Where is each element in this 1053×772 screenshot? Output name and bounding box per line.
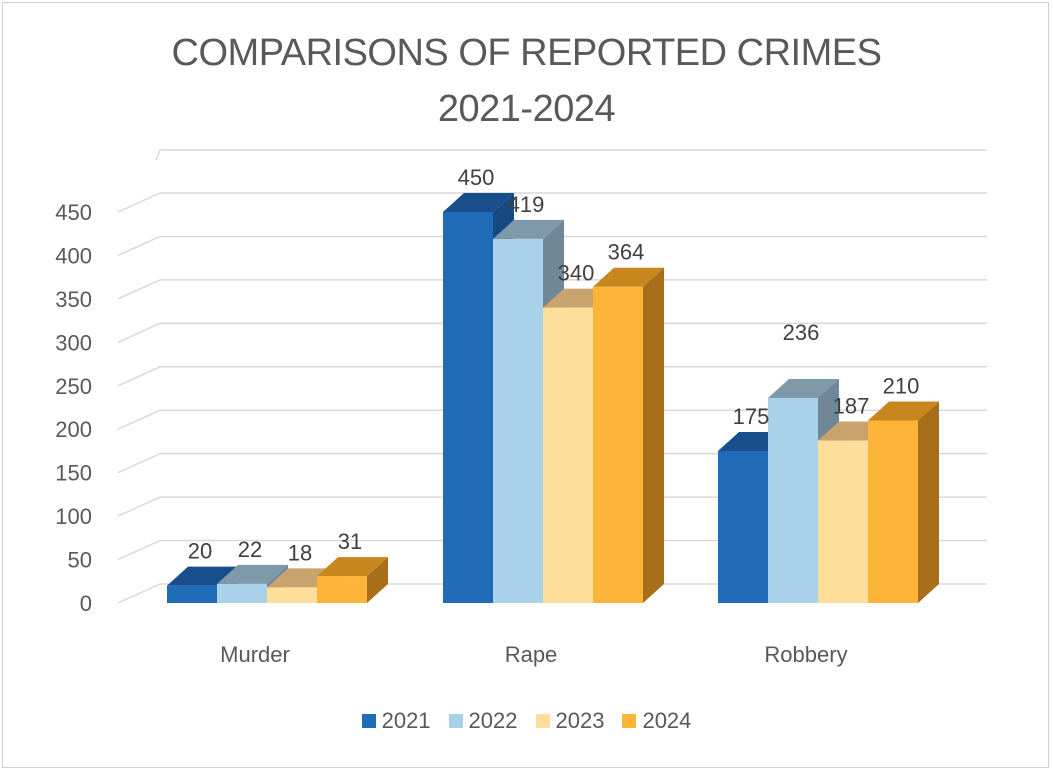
bar-top xyxy=(868,401,939,421)
gridline-depth xyxy=(117,279,161,300)
legend-label: 2024 xyxy=(642,708,692,733)
bar-side xyxy=(918,401,939,603)
bar-front xyxy=(493,238,543,604)
bar-front xyxy=(443,212,493,603)
gridline-depth xyxy=(117,539,161,561)
legend-swatch xyxy=(448,714,463,728)
data-label: 364 xyxy=(608,240,645,265)
data-label: 236 xyxy=(783,320,820,345)
bar-top xyxy=(768,378,839,398)
legend-item-2021: 2021 xyxy=(361,708,431,734)
data-label: 210 xyxy=(883,374,920,399)
bar-top xyxy=(167,566,238,586)
bars xyxy=(167,193,939,604)
gridline-depth xyxy=(117,496,161,517)
bar-rape-2024 xyxy=(593,267,664,603)
y-tick-label: 300 xyxy=(55,330,92,355)
legend-swatch xyxy=(535,714,550,728)
bar-front xyxy=(818,440,868,603)
bar-front xyxy=(217,583,267,603)
bar-murder-2022 xyxy=(217,564,288,603)
legend: 2021 2022 2023 2024 xyxy=(0,708,1053,734)
legend-swatch xyxy=(361,714,376,728)
gridline-depth xyxy=(117,192,161,213)
data-label: 22 xyxy=(238,537,262,562)
bar-murder-2024 xyxy=(317,557,388,603)
legend-item-2023: 2023 xyxy=(535,708,605,734)
bar-front xyxy=(317,576,367,603)
y-tick-label: 450 xyxy=(55,200,92,225)
y-tick-label: 0 xyxy=(80,591,92,616)
x-axis: Murder Rape Robbery xyxy=(220,642,847,667)
bar-front xyxy=(593,286,643,603)
data-label: 20 xyxy=(188,539,212,564)
bar-front xyxy=(768,397,818,603)
bar-front xyxy=(868,420,918,603)
gridline-depth xyxy=(117,452,161,474)
bar-top xyxy=(593,267,664,287)
legend-swatch xyxy=(622,714,637,728)
bar-front xyxy=(718,450,768,603)
gridline-depth xyxy=(117,409,161,430)
chart-subtitle: 2021-2024 xyxy=(437,88,616,130)
y-tick-label: 400 xyxy=(55,243,92,268)
data-label: 450 xyxy=(458,165,495,190)
bar-side xyxy=(643,267,664,603)
y-tick-label: 50 xyxy=(68,548,92,573)
gridline-depth xyxy=(117,583,161,604)
bar-top xyxy=(217,564,288,584)
category-label: Rape xyxy=(505,642,558,667)
y-tick-label: 100 xyxy=(55,504,92,529)
legend-label: 2022 xyxy=(468,708,518,733)
y-tick-label: 200 xyxy=(55,417,92,442)
data-label: 18 xyxy=(288,540,312,565)
bar-front xyxy=(543,307,593,603)
bar-front xyxy=(267,587,317,603)
bar-front xyxy=(167,585,217,603)
bar-top xyxy=(443,193,514,212)
legend-label: 2023 xyxy=(555,708,605,733)
category-label: Robbery xyxy=(764,642,847,667)
data-label: 419 xyxy=(508,192,545,217)
gridline-depth xyxy=(117,235,161,257)
category-label: Murder xyxy=(220,642,290,667)
data-label: 187 xyxy=(833,394,870,419)
y-axis: 0 50 100 150 200 250 300 350 400 450 xyxy=(55,200,92,616)
y-tick-label: 150 xyxy=(55,461,92,486)
data-label: 31 xyxy=(338,529,362,554)
legend-label: 2021 xyxy=(381,708,431,733)
legend-item-2024: 2024 xyxy=(622,708,691,734)
gridline-depth xyxy=(117,322,161,344)
bar-top xyxy=(493,219,564,239)
gridline-depth xyxy=(155,149,161,161)
legend-item-2022: 2022 xyxy=(448,708,518,734)
data-label: 175 xyxy=(733,404,770,429)
bar-top xyxy=(317,557,388,577)
data-label: 340 xyxy=(558,261,595,286)
bar-robbery-2024 xyxy=(868,401,939,603)
y-tick-label: 350 xyxy=(55,287,92,312)
gridline-depth xyxy=(117,366,161,387)
data-labels: 20 22 18 31 450 419 340 364 175 236 187 210 xyxy=(188,165,920,565)
y-tick-label: 250 xyxy=(55,374,92,399)
chart-title: COMPARISONS OF REPORTED CRIMES xyxy=(171,32,882,74)
bar-side xyxy=(367,557,388,603)
